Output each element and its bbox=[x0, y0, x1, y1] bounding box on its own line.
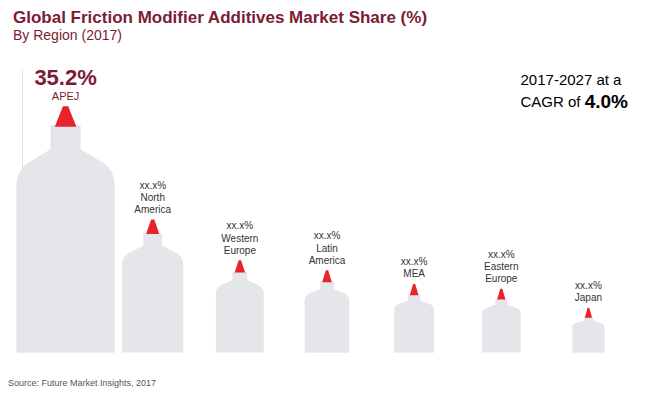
svg-text:CAGR of: CAGR of bbox=[521, 93, 585, 110]
svg-text:By Region (2017): By Region (2017) bbox=[13, 27, 122, 43]
svg-text:xx.x%: xx.x% bbox=[488, 249, 515, 260]
svg-text:xx.x%: xx.x% bbox=[401, 256, 428, 267]
svg-text:4.0%: 4.0% bbox=[585, 91, 628, 112]
svg-text:2017-2027 at a: 2017-2027 at a bbox=[521, 71, 623, 88]
svg-text:MEA: MEA bbox=[403, 268, 425, 279]
svg-text:xx.x%: xx.x% bbox=[314, 230, 341, 241]
svg-text:Europe: Europe bbox=[485, 273, 518, 284]
svg-text:Latin: Latin bbox=[316, 243, 338, 254]
svg-text:America: America bbox=[134, 204, 171, 215]
svg-text:North: North bbox=[140, 192, 164, 203]
svg-text:xx.x%: xx.x% bbox=[227, 220, 254, 231]
svg-text:Global Friction Modifier Addit: Global Friction Modifier Additives Marke… bbox=[13, 8, 427, 27]
svg-text:Eastern: Eastern bbox=[484, 261, 518, 272]
svg-text:xx.x%: xx.x% bbox=[575, 280, 602, 291]
svg-text:Japan: Japan bbox=[575, 292, 602, 303]
svg-text:35.2%: 35.2% bbox=[34, 65, 96, 90]
svg-text:Western: Western bbox=[221, 233, 258, 244]
svg-text:Europe: Europe bbox=[224, 245, 257, 256]
svg-text:Source: Future Market Insights: Source: Future Market Insights, 2017 bbox=[8, 378, 156, 388]
svg-text:APEJ: APEJ bbox=[52, 90, 80, 102]
svg-text:xx.x%: xx.x% bbox=[139, 180, 166, 191]
svg-text:America: America bbox=[309, 255, 346, 266]
